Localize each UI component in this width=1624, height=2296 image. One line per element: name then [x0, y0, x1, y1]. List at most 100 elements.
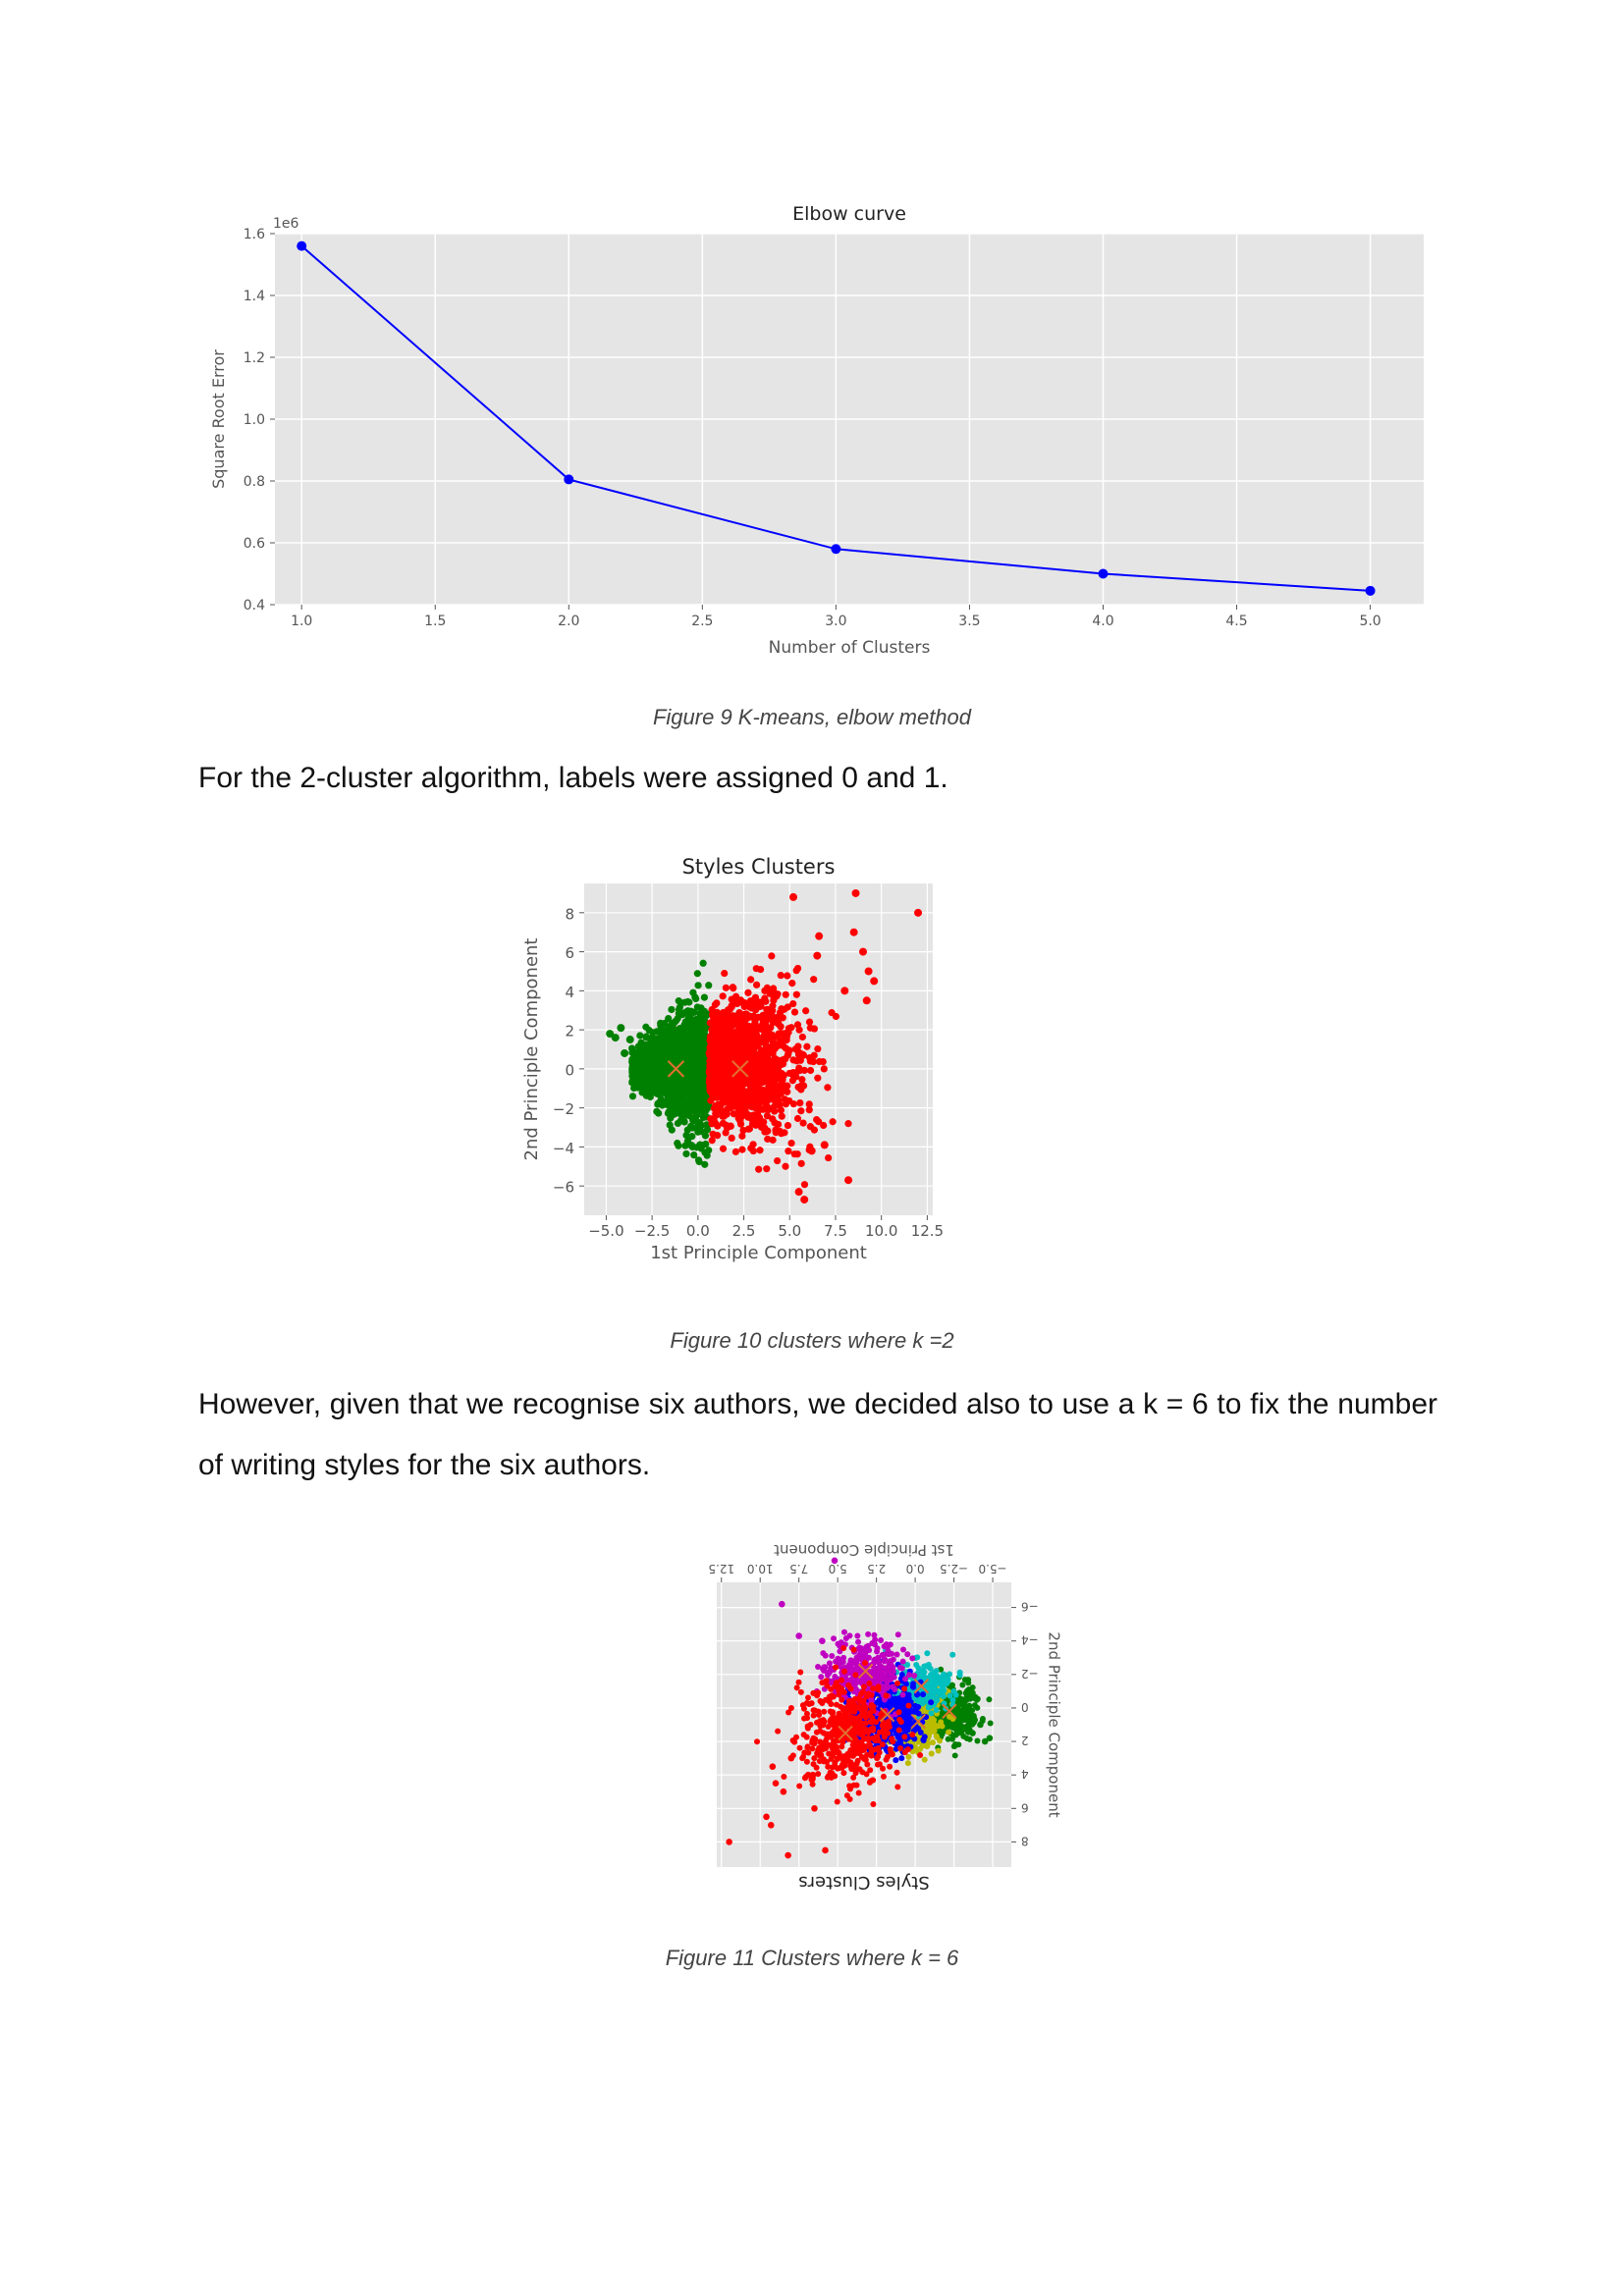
point-cluster-1: [776, 1009, 785, 1017]
point-cluster-0: [628, 1044, 636, 1052]
point-cluster-4: [893, 1651, 900, 1658]
point-cluster-0: [648, 1050, 656, 1058]
point-cluster-0: [681, 1142, 689, 1149]
point-cluster-0: [685, 1070, 693, 1078]
point-cluster-5: [816, 1711, 823, 1718]
point-cluster-0: [671, 1049, 678, 1057]
scatter-points: [606, 888, 923, 1204]
point-cluster-0: [693, 1003, 701, 1011]
y-tick-label: 4: [1021, 1767, 1029, 1781]
x-tick-label: 0.0: [686, 1222, 710, 1240]
point-cluster-1: [763, 1102, 771, 1110]
point-cluster-1: [755, 1165, 763, 1173]
point-cluster-3: [879, 1702, 886, 1709]
point-cluster-1: [759, 1086, 767, 1095]
point-cluster-1: [754, 1013, 762, 1021]
point-cluster-4: [840, 1629, 847, 1635]
x-tick-label: 7.5: [789, 1562, 808, 1575]
point-cluster-1: [763, 1095, 772, 1103]
point-cluster-1: [774, 1156, 782, 1165]
point-cluster-1: [769, 1136, 777, 1144]
point-cluster-1: [768, 1079, 776, 1087]
point-cluster-1: [752, 981, 761, 988]
point-cluster-1: [803, 1042, 811, 1050]
point-cluster-0: [694, 1128, 702, 1136]
point-cluster-4: [876, 1659, 883, 1666]
point-cluster-2: [947, 1671, 953, 1678]
point-cluster-5: [811, 1755, 818, 1762]
x-tick-label: 5.0: [778, 1222, 801, 1240]
point-cluster-1: [707, 1044, 715, 1053]
point-cluster-1: [727, 1122, 734, 1130]
point-cluster-2: [919, 1667, 926, 1674]
point-cluster-0: [700, 993, 709, 1001]
point-cluster-4: [818, 1674, 825, 1681]
outlier-point: [815, 932, 824, 940]
point-cluster-4: [835, 1640, 841, 1647]
point-cluster-4: [887, 1650, 893, 1657]
point-cluster-0: [680, 998, 688, 1006]
point-cluster-4: [880, 1651, 887, 1658]
point-cluster-1: [763, 1112, 772, 1120]
outlier-point: [864, 967, 873, 976]
point-cluster-1: [782, 990, 789, 998]
point-cluster-1: [806, 1066, 815, 1075]
point-cluster-1: [709, 1130, 717, 1138]
point-cluster-0: [665, 1023, 673, 1032]
point-cluster-1: [735, 1009, 743, 1017]
point-cluster-1: [722, 1107, 730, 1115]
point-cluster-1: [755, 1113, 764, 1121]
point-cluster-1: [708, 1058, 716, 1066]
point-cluster-1: [763, 1006, 771, 1014]
point-cluster-1: [810, 976, 818, 984]
point-cluster-0: [969, 1689, 976, 1696]
point-cluster-1: [794, 1042, 802, 1050]
point-cluster-1: [741, 1020, 749, 1028]
point-cluster-1: [737, 1103, 745, 1111]
point-cluster-1: [775, 1090, 784, 1098]
point-cluster-1: [762, 1074, 770, 1082]
point-cluster-1: [722, 1129, 730, 1137]
x-tick-label: −5.0: [588, 1222, 623, 1240]
point-cluster-1: [775, 1030, 783, 1038]
point-cluster-1: [761, 987, 769, 994]
point-cluster-5: [821, 1708, 828, 1715]
point-cluster-3: [903, 1727, 910, 1734]
point-cluster-0: [633, 1051, 641, 1060]
point-cluster-1: [774, 990, 782, 998]
point-cluster-0: [966, 1713, 973, 1720]
point-cluster-0: [690, 1151, 698, 1159]
point-cluster-1: [928, 1750, 935, 1757]
point-cluster-1: [732, 996, 741, 1004]
point-cluster-0: [673, 1017, 680, 1025]
point-cluster-5: [895, 1727, 902, 1734]
point-cluster-0: [687, 1142, 696, 1149]
point-cluster-4: [884, 1677, 891, 1683]
figure-9-caption: Figure 9 K-means, elbow method: [652, 705, 972, 729]
point-cluster-1: [716, 1101, 724, 1109]
point-cluster-4: [890, 1683, 896, 1690]
point-cluster-0: [667, 1114, 675, 1122]
point-cluster-5: [840, 1644, 847, 1651]
point-cluster-1: [931, 1727, 938, 1734]
point-cluster-4: [894, 1631, 901, 1638]
y-axis-label: 2nd Principle Component: [521, 938, 542, 1161]
point-cluster-4: [866, 1647, 873, 1654]
point-cluster-1: [719, 1119, 728, 1127]
point-cluster-0: [974, 1704, 981, 1711]
point-cluster-0: [691, 993, 699, 1001]
y-offset-label: 1e6: [273, 216, 299, 232]
point-cluster-1: [750, 1053, 758, 1061]
point-cluster-1: [785, 1069, 793, 1077]
point-cluster-1: [796, 1098, 804, 1107]
point-cluster-0: [938, 1714, 945, 1721]
point-cluster-1: [819, 1058, 827, 1066]
point-cluster-2: [945, 1679, 951, 1685]
point-cluster-0: [680, 1111, 689, 1119]
y-tick-label: 4: [565, 984, 574, 1001]
point-cluster-2: [952, 1691, 959, 1698]
point-cluster-1: [769, 1067, 777, 1076]
point-cluster-0: [673, 1096, 680, 1104]
point-cluster-1: [706, 1019, 714, 1027]
point-cluster-1: [800, 1181, 809, 1189]
